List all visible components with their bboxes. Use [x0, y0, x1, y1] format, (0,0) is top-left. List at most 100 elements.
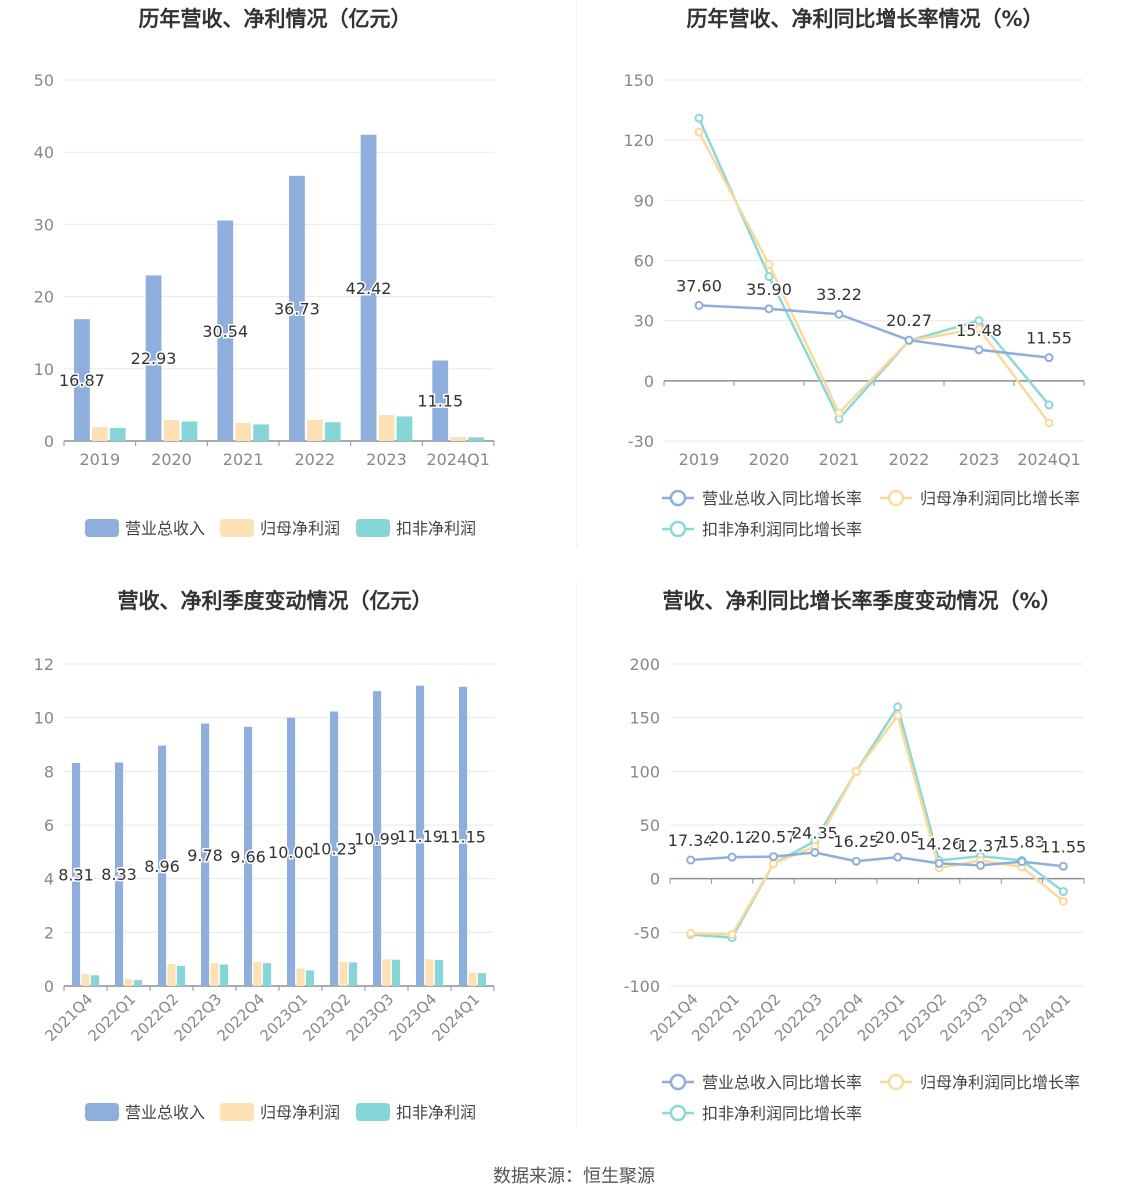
divider-bottom	[576, 582, 577, 1128]
chart-title: 历年营收、净利情况（亿元）	[139, 7, 412, 31]
series-point	[1058, 861, 1068, 871]
bar-value-label: 10.00	[268, 843, 314, 862]
y-tick-label: 6	[44, 816, 54, 835]
legend-label: 营业总收入	[125, 1103, 205, 1122]
line-value-label: 12.37	[958, 836, 1004, 855]
bar-deducted-profit	[90, 975, 100, 986]
line-value-label: 17.34	[668, 831, 714, 850]
series-point	[893, 711, 903, 721]
x-tick-label: 2024Q1	[429, 990, 484, 1045]
series-point	[764, 272, 774, 282]
series-point	[834, 408, 844, 418]
bar-revenue	[360, 134, 377, 441]
legend-label: 归母净利润同比增长率	[920, 1073, 1080, 1092]
line-value-label: 15.83	[999, 833, 1045, 852]
bar-net-profit	[91, 427, 108, 441]
series-point	[1058, 896, 1068, 906]
bar-revenue	[71, 763, 81, 986]
y-tick-label: 0	[44, 432, 54, 451]
bar-revenue	[286, 717, 296, 986]
y-tick-label: 4	[44, 870, 54, 889]
y-tick-label: 120	[623, 131, 654, 150]
series-point	[769, 859, 778, 869]
bar-deducted-profit	[176, 965, 186, 986]
bar-deducted-profit	[181, 421, 198, 441]
bar-net-profit	[81, 973, 90, 986]
y-tick-label: 12	[34, 655, 54, 674]
y-tick-label: 200	[629, 655, 660, 674]
legend-swatch	[220, 1103, 254, 1121]
bar-deducted-profit	[348, 962, 358, 986]
line-value-label: 15.48	[956, 321, 1002, 340]
bar-net-profit	[468, 972, 477, 986]
line-value-label: 35.90	[746, 280, 792, 299]
line-value-label: 14.26	[916, 834, 962, 853]
bar-deducted-profit	[262, 963, 272, 986]
bar-value-label: 10.23	[311, 840, 357, 859]
y-tick-label: -30	[628, 432, 654, 451]
x-tick-label: 2024Q1	[426, 450, 490, 469]
y-tick-label: 40	[34, 143, 54, 162]
y-tick-label: 30	[34, 215, 54, 234]
legend-marker	[669, 1073, 687, 1091]
bar-value-label: 11.15	[417, 392, 463, 411]
line-value-label: 20.57	[751, 828, 797, 847]
bar-value-label: 8.96	[144, 857, 180, 876]
y-tick-label: 10	[34, 709, 54, 728]
x-tick-label: 2019	[79, 450, 120, 469]
y-tick-label: 0	[644, 372, 654, 391]
bar-net-profit	[167, 963, 176, 986]
bar-revenue	[114, 762, 124, 986]
x-tick-label: 2022	[889, 450, 930, 469]
legend-label: 归母净利润	[260, 1103, 340, 1122]
series-point	[974, 316, 984, 326]
legend-marker	[669, 1104, 687, 1122]
line-value-label: 33.22	[816, 285, 862, 304]
legend-label: 扣非净利润同比增长率	[702, 1104, 862, 1123]
bar-revenue	[372, 691, 382, 986]
series-point	[694, 113, 704, 123]
series-point	[974, 324, 984, 334]
bar-value-label: 8.31	[58, 866, 94, 885]
bar-revenue	[458, 686, 468, 986]
y-tick-label: 0	[650, 870, 660, 889]
data-source-footer: 数据来源：恒生聚源	[493, 1166, 655, 1187]
bar-value-label: 36.73	[274, 299, 320, 318]
series-point	[1044, 400, 1054, 410]
annual-revenue-profit-svg: 历年营收、净利情况（亿元） 0 10 20 30 40 50 2019 2020 2021 2022…	[34, 7, 495, 538]
line-value-label: 24.35	[792, 824, 838, 843]
bar-deducted-profit	[468, 437, 484, 441]
series-line-deducted-profit	[697, 117, 1050, 422]
bar-net-profit	[306, 420, 323, 441]
y-tick-label: 50	[34, 71, 54, 90]
x-tick-label: 2024Q1	[1017, 450, 1081, 469]
legend-marker	[669, 520, 687, 538]
series-line-net-profit	[697, 131, 1051, 424]
quarterly-revenue-profit-svg: 营收、净利季度变动情况（亿元）0246810122021Q42022Q12022…	[34, 589, 495, 1122]
bar-revenue	[432, 360, 449, 441]
series-point	[686, 928, 696, 938]
legend-swatch	[85, 1103, 119, 1121]
series-point	[686, 855, 696, 865]
bar-net-profit	[253, 961, 262, 986]
line-value-label: 37.60	[676, 276, 722, 295]
x-tick-label: 2023	[366, 450, 407, 469]
bar-revenue	[145, 275, 162, 441]
x-tick-label: 2021	[223, 450, 264, 469]
bar-value-label: 9.78	[187, 846, 223, 865]
series-point	[727, 852, 737, 862]
bar-revenue	[243, 726, 253, 986]
legend-label: 归母净利润	[260, 519, 340, 538]
legend-swatch	[356, 519, 390, 537]
legend-label: 扣非净利润同比增长率	[702, 520, 862, 539]
series-point	[974, 345, 984, 355]
y-tick-label: 10	[34, 360, 54, 379]
bar-value-label: 22.93	[131, 349, 177, 368]
x-tick-label: 2021	[819, 450, 860, 469]
y-tick-label: -50	[634, 923, 660, 942]
bar-deducted-profit	[305, 970, 315, 986]
series-point	[1044, 353, 1054, 363]
bar-deducted-profit	[109, 428, 126, 441]
bar-revenue	[289, 175, 305, 442]
series-line-revenue	[698, 304, 1050, 359]
